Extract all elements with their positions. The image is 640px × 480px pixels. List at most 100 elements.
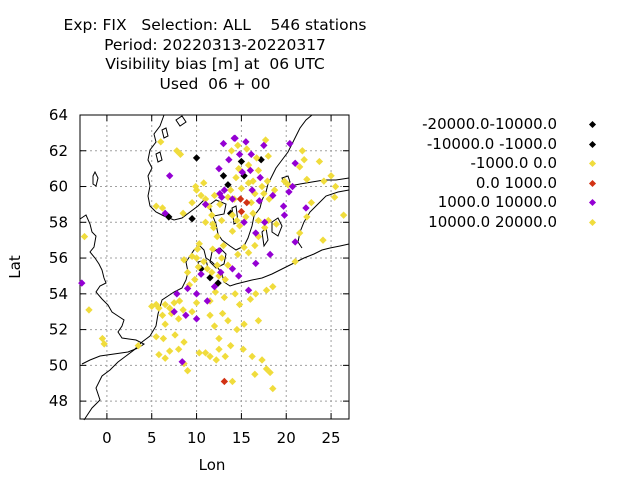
- station-marker: [244, 179, 253, 187]
- station-marker: [263, 177, 272, 185]
- station-marker: [206, 311, 214, 319]
- station-marker: [228, 195, 237, 203]
- legend-marker-icon: [588, 140, 597, 148]
- station-marker: [240, 243, 248, 252]
- station-marker: [236, 195, 245, 203]
- station-marker: [254, 316, 263, 325]
- legend-label: -10000.0 -1000.0: [426, 134, 557, 153]
- station-marker: [158, 204, 167, 212]
- station-marker: [327, 172, 335, 180]
- station-marker: [237, 184, 246, 192]
- legend-entry: -10000.0 -1000.0: [390, 135, 630, 155]
- coastline-zealand: [209, 247, 227, 269]
- station-marker: [252, 290, 260, 298]
- station-marker: [244, 249, 253, 257]
- station-marker: [200, 257, 208, 266]
- station-marker: [192, 154, 201, 162]
- station-marker: [165, 172, 174, 180]
- station-marker: [219, 172, 228, 180]
- station-marker: [254, 166, 263, 175]
- station-marker: [251, 241, 259, 250]
- station-marker: [234, 141, 242, 150]
- legend-label: 0.0 1000.0: [475, 173, 557, 192]
- station-marker: [157, 138, 165, 146]
- station-marker: [195, 349, 203, 357]
- station-marker: [155, 304, 163, 312]
- station-marker: [285, 188, 293, 196]
- station-marker: [248, 352, 256, 361]
- station-marker: [296, 229, 304, 237]
- legend-entry: -1000.0 0.0: [390, 154, 630, 174]
- station-marker: [218, 309, 227, 318]
- station-marker: [330, 193, 339, 201]
- legend-label: 10000.0 20000.0: [428, 212, 557, 231]
- station-marker: [230, 134, 238, 142]
- station-marker: [197, 270, 205, 278]
- y-tick-label: 64: [49, 106, 68, 124]
- legend-marker-icon: [588, 198, 597, 207]
- station-marker: [194, 263, 203, 271]
- station-marker: [192, 299, 201, 307]
- station-marker: [247, 150, 255, 159]
- station-marker: [200, 179, 208, 187]
- station-marker: [208, 268, 216, 277]
- station-marker: [280, 211, 289, 219]
- station-marker: [298, 147, 307, 155]
- station-marker: [339, 211, 348, 219]
- station-marker: [152, 333, 160, 341]
- station-marker: [286, 139, 294, 148]
- station-marker: [249, 209, 257, 218]
- station-marker: [258, 356, 266, 364]
- station-marker: [85, 306, 93, 314]
- station-marker: [261, 223, 269, 232]
- legend-entry: -20000.0-10000.0: [390, 115, 630, 135]
- station-marker: [233, 216, 241, 225]
- legend-label: -1000.0 0.0: [470, 154, 557, 172]
- station-marker: [302, 204, 310, 212]
- legend-marker-icon: [588, 179, 597, 187]
- y-tick-label: 48: [49, 392, 68, 410]
- station-marker: [170, 308, 178, 316]
- station-marker: [192, 290, 201, 298]
- station-marker: [252, 154, 261, 162]
- y-axis-label: Lat: [6, 255, 24, 279]
- legend-marker-icon: [588, 159, 597, 168]
- station-marker: [269, 282, 277, 291]
- station-marker: [228, 377, 237, 386]
- station-marker: [238, 168, 246, 176]
- station-marker: [210, 282, 219, 291]
- coastline-great-britain: [79, 214, 145, 365]
- station-marker: [226, 342, 235, 350]
- station-marker: [217, 216, 226, 225]
- title-period: Period: 20220313-20220317: [104, 35, 326, 54]
- station-markers: [78, 134, 348, 393]
- x-tick-label: 5: [147, 429, 157, 447]
- station-marker: [180, 338, 188, 346]
- station-marker: [256, 173, 264, 182]
- station-marker: [279, 202, 288, 210]
- station-marker: [252, 259, 260, 268]
- station-marker: [161, 300, 169, 309]
- y-tick-label: 56: [49, 249, 68, 267]
- station-marker: [225, 156, 233, 164]
- station-marker: [217, 268, 225, 277]
- station-marker: [161, 320, 169, 328]
- station-marker: [220, 293, 229, 302]
- x-tick-label: 10: [187, 429, 206, 447]
- station-marker: [331, 182, 340, 191]
- station-marker: [158, 311, 167, 319]
- station-marker: [80, 232, 89, 241]
- station-marker: [219, 139, 228, 148]
- station-marker: [173, 290, 181, 298]
- station-marker: [215, 345, 223, 353]
- station-marker: [319, 236, 327, 244]
- station-marker: [203, 265, 212, 273]
- station-marker: [221, 352, 229, 361]
- station-marker: [201, 349, 210, 357]
- station-marker: [307, 198, 316, 207]
- station-marker: [159, 334, 168, 343]
- station-marker: [192, 315, 201, 323]
- station-marker: [291, 257, 299, 266]
- station-marker: [243, 198, 251, 207]
